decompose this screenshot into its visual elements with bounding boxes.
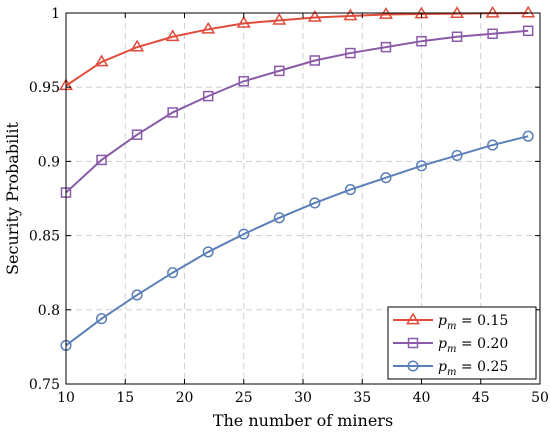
data-point — [451, 31, 463, 42]
series-line — [65, 12, 529, 87]
series-line — [65, 135, 529, 347]
x-tick-label: 15 — [116, 390, 134, 406]
y-tick-label: 0.8 — [38, 303, 60, 319]
x-tick-label: 45 — [472, 390, 490, 406]
axis-ticks: 10 15 20 25 30 35 40 45 50 0.75 0.8 0.85 0.9 0.95 1 — [29, 6, 549, 406]
series-group — [58, 5, 536, 351]
data-point — [344, 184, 356, 196]
y-axis-label: Security Probabilit — [3, 122, 22, 275]
data-point — [521, 5, 536, 18]
series-1 — [58, 5, 536, 91]
x-axis-label: The number of miners — [213, 411, 393, 430]
data-point — [522, 25, 534, 37]
data-point — [380, 172, 392, 184]
y-tick-label: 0.9 — [38, 154, 60, 170]
legend-item: pm = 0.15 — [393, 312, 508, 332]
legend-marker — [407, 360, 419, 372]
x-tick-label: 50 — [531, 390, 549, 406]
data-point — [522, 130, 534, 142]
data-point — [130, 39, 145, 52]
data-point — [307, 9, 322, 22]
series-2 — [60, 25, 534, 198]
legend-label: pm = 0.15 — [438, 313, 508, 332]
data-point — [94, 54, 109, 67]
data-point — [274, 65, 285, 77]
data-point — [96, 313, 108, 325]
data-point — [380, 41, 392, 53]
series-line — [65, 29, 529, 194]
data-point — [236, 15, 251, 28]
data-point — [165, 29, 180, 42]
legend-label: pm = 0.20 — [438, 336, 508, 355]
data-point — [272, 12, 287, 25]
data-point — [167, 107, 178, 118]
legend: pm = 0.15 pm = 0.20 pm = 0.25 — [387, 306, 537, 380]
y-tick-label: 0.95 — [29, 80, 60, 96]
legend-item: pm = 0.20 — [393, 336, 508, 355]
y-tick-label: 0.85 — [29, 229, 60, 245]
x-tick-label: 25 — [235, 390, 253, 406]
data-point — [415, 160, 428, 172]
data-point — [487, 139, 499, 151]
data-point — [131, 289, 143, 301]
x-tick-label: 20 — [176, 390, 194, 406]
data-point — [167, 267, 179, 279]
data-point — [345, 47, 356, 59]
x-tick-label: 30 — [294, 390, 312, 406]
x-tick-label: 40 — [413, 390, 431, 406]
series-3 — [60, 130, 534, 351]
data-point — [96, 154, 107, 166]
data-point — [416, 35, 427, 47]
data-point — [202, 90, 214, 102]
legend-item: pm = 0.25 — [393, 359, 508, 378]
data-point — [309, 55, 321, 66]
data-point — [238, 76, 249, 87]
data-point — [202, 246, 214, 258]
data-point — [238, 228, 250, 240]
y-tick-label: 1 — [51, 6, 60, 22]
data-point — [273, 212, 285, 224]
data-point — [201, 21, 216, 34]
x-tick-label: 10 — [57, 390, 75, 406]
data-point — [343, 8, 358, 21]
legend-marker — [405, 312, 421, 325]
data-point — [487, 28, 498, 40]
data-point — [309, 197, 321, 209]
data-point — [451, 149, 463, 162]
x-tick-label: 35 — [353, 390, 371, 406]
y-tick-label: 0.75 — [29, 377, 60, 393]
data-point — [485, 5, 500, 18]
legend-label: pm = 0.25 — [438, 359, 508, 378]
data-point — [450, 6, 465, 18]
data-point — [131, 129, 143, 140]
legend-marker — [407, 337, 419, 349]
